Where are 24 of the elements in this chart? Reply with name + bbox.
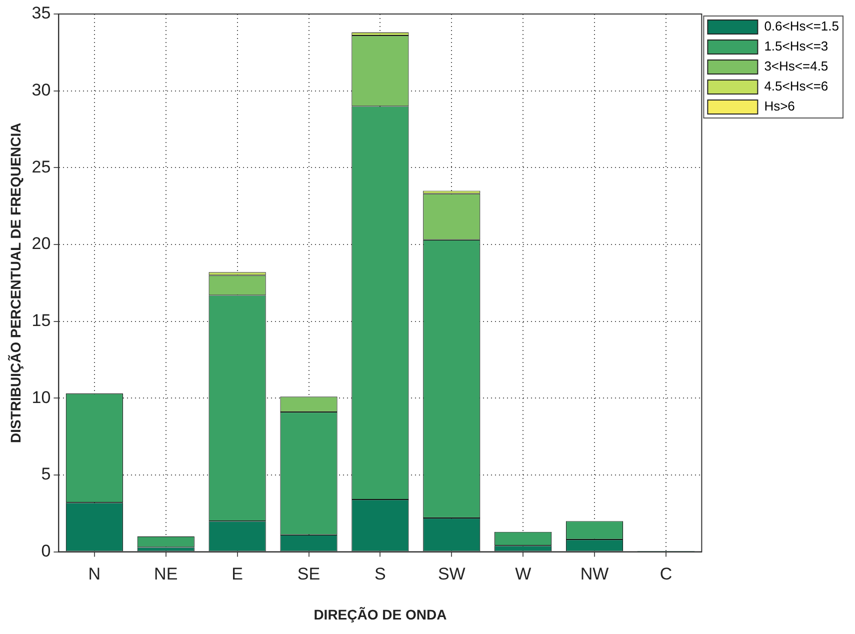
x-axis-title: DIREÇÃO DE ONDA — [314, 606, 447, 622]
x-tick-label: S — [374, 564, 386, 584]
x-tick-label: E — [232, 564, 243, 584]
x-tick-label: NE — [154, 564, 178, 584]
x-tick-label: SE — [297, 564, 320, 584]
legend-label: Hs>6 — [764, 98, 795, 114]
legend-label: 4.5<Hs<=6 — [764, 78, 828, 94]
legend-label: 1.5<Hs<=3 — [764, 38, 828, 54]
y-tick-label: 15 — [32, 311, 51, 330]
y-tick-label: 20 — [32, 234, 51, 254]
y-tick-label: 10 — [32, 388, 51, 407]
x-tick-label: NW — [580, 564, 609, 584]
legend-label: 3<Hs<=4.5 — [764, 58, 828, 74]
y-tick-label: 30 — [32, 80, 51, 100]
y-axis-title: DISTRIBUIÇÃO PERCENTUAL DE FREQUENCIA — [7, 122, 24, 443]
x-tick-label: N — [88, 564, 101, 584]
y-tick-label: 0 — [41, 541, 51, 560]
y-tick-label: 25 — [32, 157, 51, 176]
x-tick-label: C — [660, 564, 672, 584]
y-tick-label: 35 — [32, 4, 51, 23]
legend-label: 0.6<Hs<=1.5 — [764, 18, 840, 34]
x-tick-label: W — [515, 564, 532, 584]
y-tick-label: 5 — [41, 464, 51, 484]
x-tick-label: SW — [438, 564, 466, 584]
